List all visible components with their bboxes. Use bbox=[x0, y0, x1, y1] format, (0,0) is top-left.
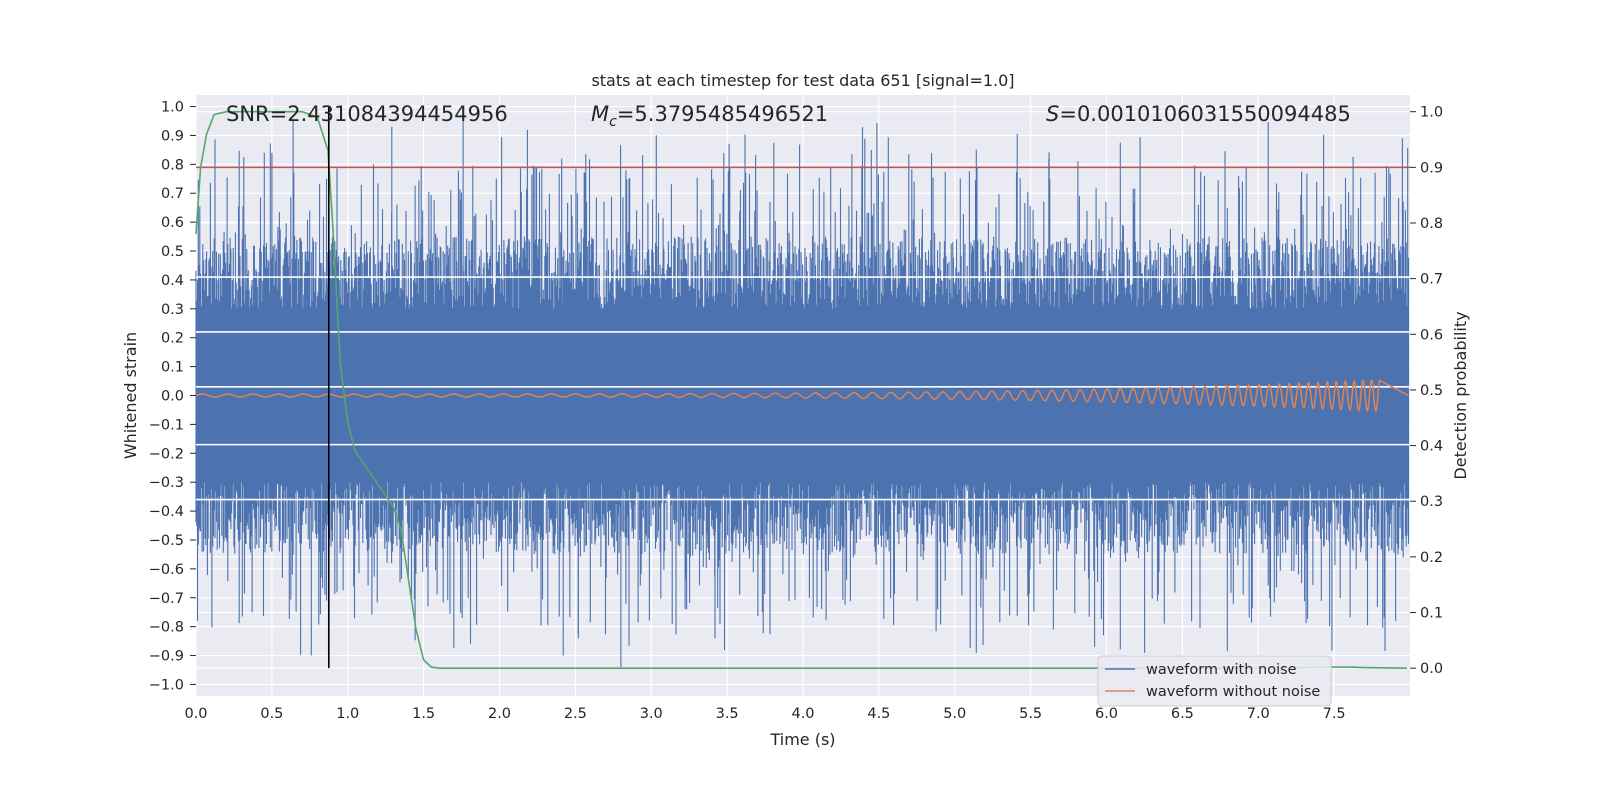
y-tick-label: 0.6 bbox=[161, 215, 184, 231]
y-tick-label: −0.9 bbox=[149, 649, 184, 665]
series-layer bbox=[195, 106, 1410, 669]
detection-probability-series bbox=[195, 110, 1408, 669]
y-tick-label: 0.8 bbox=[161, 157, 184, 173]
y2-tick-label: 0.4 bbox=[1420, 439, 1443, 455]
y-axis-label: Whitened strain bbox=[121, 332, 140, 459]
y2-axis-label: Detection probability bbox=[1451, 311, 1470, 479]
y2-tick-label: 0.9 bbox=[1420, 160, 1443, 176]
y2-tick-label: 0.3 bbox=[1420, 494, 1443, 510]
y2-tick-label: 0.7 bbox=[1420, 272, 1443, 288]
x-tick-label: 2.5 bbox=[564, 706, 587, 722]
clean-waveform-series bbox=[195, 379, 1409, 413]
x-tick-label: 0.0 bbox=[184, 706, 207, 722]
y-tick-label: −1.0 bbox=[149, 677, 184, 693]
legend-label-clean: waveform without noise bbox=[1146, 684, 1320, 700]
mc-value: =5.3795485496521 bbox=[617, 102, 828, 126]
y-tick-label: 0.3 bbox=[161, 302, 184, 318]
y2-tick-label: 0.6 bbox=[1420, 327, 1443, 343]
legend-label-noise: waveform with noise bbox=[1146, 662, 1297, 678]
y2-tick-label: 1.0 bbox=[1420, 105, 1443, 121]
x-tick-label: 4.0 bbox=[791, 706, 814, 722]
y2-tick-label: 0.2 bbox=[1420, 550, 1443, 566]
x-tick-label: 6.0 bbox=[1095, 706, 1118, 722]
x-tick-label: 3.0 bbox=[640, 706, 663, 722]
y-tick-label: 0.5 bbox=[161, 244, 184, 260]
y2-tick-label: 0.0 bbox=[1420, 661, 1443, 677]
y-tick-label: −0.5 bbox=[149, 533, 184, 549]
chirp-mass-annotation: Mc=5.3795485496521 bbox=[591, 102, 828, 130]
chart-title: stats at each timestep for test data 651… bbox=[591, 71, 1014, 90]
y-tick-label: 0.2 bbox=[161, 331, 184, 347]
legend-box bbox=[1097, 655, 1332, 707]
s-value: =0.0010106031550094485 bbox=[1059, 102, 1351, 126]
s-annotation: S=0.0010106031550094485 bbox=[1046, 102, 1351, 126]
x-tick-label: 1.0 bbox=[336, 706, 359, 722]
x-tick-label: 5.0 bbox=[943, 706, 966, 722]
y-tick-label: −0.7 bbox=[149, 591, 184, 607]
y-tick-label: −0.2 bbox=[149, 446, 184, 462]
y-tick-label: 0.9 bbox=[161, 128, 184, 144]
x-tick-label: 6.5 bbox=[1171, 706, 1194, 722]
s-symbol: S bbox=[1046, 102, 1059, 126]
x-tick-label: 7.5 bbox=[1323, 706, 1346, 722]
y2-tick-label: 0.5 bbox=[1420, 383, 1443, 399]
snr-annotation: SNR=2.431084394454956 bbox=[226, 102, 508, 126]
mc-symbol: M bbox=[591, 102, 609, 126]
y-tick-label: −0.8 bbox=[149, 620, 184, 636]
x-tick-label: 5.5 bbox=[1019, 706, 1042, 722]
y-tick-label: −0.4 bbox=[149, 504, 184, 520]
y-tick-label: 1.0 bbox=[161, 100, 184, 116]
x-tick-label: 1.5 bbox=[412, 706, 435, 722]
y2-tick-label: 0.8 bbox=[1420, 216, 1443, 232]
x-tick-label: 3.5 bbox=[716, 706, 739, 722]
axes: 0.0 0.5 1.0 1.5 2.0 2.5 3.0 3.5 4.0 4.5 5.0 5.5 6.0 6… bbox=[149, 100, 1443, 722]
x-tick-label: 2.0 bbox=[488, 706, 511, 722]
x-tick-label: 0.5 bbox=[260, 706, 283, 722]
y-tick-label: 0.0 bbox=[161, 389, 184, 405]
y-tick-label: −0.6 bbox=[149, 562, 184, 578]
x-axis-label: Time (s) bbox=[769, 730, 835, 749]
y-tick-label: 0.1 bbox=[161, 360, 184, 376]
y-tick-label: −0.3 bbox=[149, 475, 184, 491]
legend: waveform with noise waveform without noi… bbox=[1097, 655, 1332, 707]
y-tick-label: 0.4 bbox=[161, 273, 184, 289]
x-tick-label: 4.5 bbox=[867, 706, 890, 722]
x-tick-label: 7.0 bbox=[1247, 706, 1270, 722]
y-tick-label: −0.1 bbox=[149, 417, 184, 433]
mc-subscript: c bbox=[609, 114, 617, 130]
y2-tick-label: 0.1 bbox=[1420, 606, 1443, 622]
y-tick-label: 0.7 bbox=[161, 186, 184, 202]
